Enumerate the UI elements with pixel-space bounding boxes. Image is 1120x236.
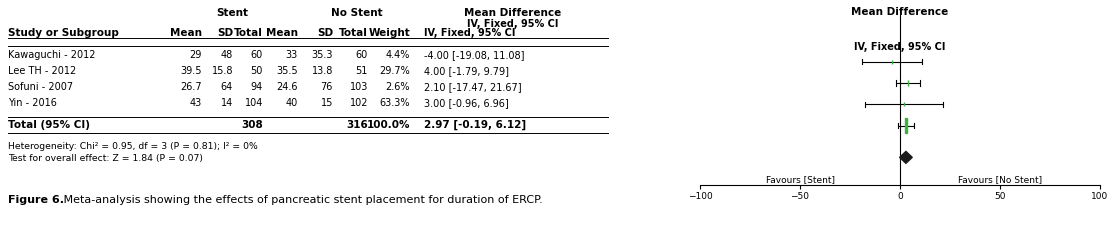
Text: Sofuni - 2007: Sofuni - 2007 xyxy=(8,82,73,92)
Text: -4.00 [-19.08, 11.08]: -4.00 [-19.08, 11.08] xyxy=(424,50,524,60)
Text: 60: 60 xyxy=(356,50,368,60)
Text: Weight: Weight xyxy=(368,28,410,38)
Text: 63.3%: 63.3% xyxy=(380,98,410,108)
Text: 43: 43 xyxy=(189,98,202,108)
Text: Mean Difference: Mean Difference xyxy=(465,8,561,18)
Text: 50: 50 xyxy=(251,66,263,76)
Text: Test for overall effect: Z = 1.84 (P = 0.07): Test for overall effect: Z = 1.84 (P = 0… xyxy=(8,154,203,163)
Text: Favours [No Stent]: Favours [No Stent] xyxy=(958,175,1042,184)
Text: Lee TH - 2012: Lee TH - 2012 xyxy=(8,66,76,76)
Text: 40: 40 xyxy=(286,98,298,108)
Text: Mean Difference: Mean Difference xyxy=(851,7,949,17)
Polygon shape xyxy=(899,152,912,163)
Text: 24.6: 24.6 xyxy=(277,82,298,92)
Text: 4.00 [-1.79, 9.79]: 4.00 [-1.79, 9.79] xyxy=(424,66,508,76)
Text: 2.10 [-17.47, 21.67]: 2.10 [-17.47, 21.67] xyxy=(424,82,522,92)
Text: 100.0%: 100.0% xyxy=(366,120,410,130)
Text: SD: SD xyxy=(317,28,333,38)
Text: 33: 33 xyxy=(286,50,298,60)
Text: Yin - 2016: Yin - 2016 xyxy=(8,98,57,108)
Text: Meta-analysis showing the effects of pancreatic stent placement for duration of : Meta-analysis showing the effects of pan… xyxy=(60,195,543,205)
Bar xyxy=(905,118,907,133)
Text: 308: 308 xyxy=(241,120,263,130)
Text: 13.8: 13.8 xyxy=(311,66,333,76)
Text: 3.00 [-0.96, 6.96]: 3.00 [-0.96, 6.96] xyxy=(424,98,508,108)
Text: 35.3: 35.3 xyxy=(311,50,333,60)
Text: 29: 29 xyxy=(189,50,202,60)
Text: SD: SD xyxy=(217,28,233,38)
Text: Heterogeneity: Chi² = 0.95, df = 3 (P = 0.81); I² = 0%: Heterogeneity: Chi² = 0.95, df = 3 (P = … xyxy=(8,142,258,151)
Text: Total: Total xyxy=(339,28,368,38)
Text: No Stent: No Stent xyxy=(332,8,383,18)
Text: Mean: Mean xyxy=(170,28,202,38)
Text: 64: 64 xyxy=(221,82,233,92)
Text: 14: 14 xyxy=(221,98,233,108)
Text: 94: 94 xyxy=(251,82,263,92)
Text: 29.7%: 29.7% xyxy=(380,66,410,76)
Text: Kawaguchi - 2012: Kawaguchi - 2012 xyxy=(8,50,95,60)
Text: Mean: Mean xyxy=(267,28,298,38)
Text: Figure 6.: Figure 6. xyxy=(8,195,64,205)
Text: 15.8: 15.8 xyxy=(212,66,233,76)
Text: 39.5: 39.5 xyxy=(180,66,202,76)
Text: Total: Total xyxy=(234,28,263,38)
Text: 48: 48 xyxy=(221,50,233,60)
Text: 103: 103 xyxy=(349,82,368,92)
Text: IV, Fixed, 95% CI: IV, Fixed, 95% CI xyxy=(467,19,559,29)
Text: 4.4%: 4.4% xyxy=(385,50,410,60)
Text: 316: 316 xyxy=(346,120,368,130)
Text: 76: 76 xyxy=(320,82,333,92)
Text: 2.6%: 2.6% xyxy=(385,82,410,92)
Text: 35.5: 35.5 xyxy=(277,66,298,76)
Text: IV, Fixed, 95% CI: IV, Fixed, 95% CI xyxy=(855,42,945,52)
Text: Study or Subgroup: Study or Subgroup xyxy=(8,28,119,38)
Text: 15: 15 xyxy=(320,98,333,108)
Text: 104: 104 xyxy=(244,98,263,108)
Text: 2.97 [-0.19, 6.12]: 2.97 [-0.19, 6.12] xyxy=(424,120,526,130)
Text: 51: 51 xyxy=(356,66,368,76)
Text: 26.7: 26.7 xyxy=(180,82,202,92)
Text: IV, Fixed, 95% CI: IV, Fixed, 95% CI xyxy=(424,28,515,38)
Text: Total (95% CI): Total (95% CI) xyxy=(8,120,90,130)
Text: Favours [Stent]: Favours [Stent] xyxy=(765,175,834,184)
Text: 60: 60 xyxy=(251,50,263,60)
Text: 102: 102 xyxy=(349,98,368,108)
Text: Stent: Stent xyxy=(216,8,248,18)
